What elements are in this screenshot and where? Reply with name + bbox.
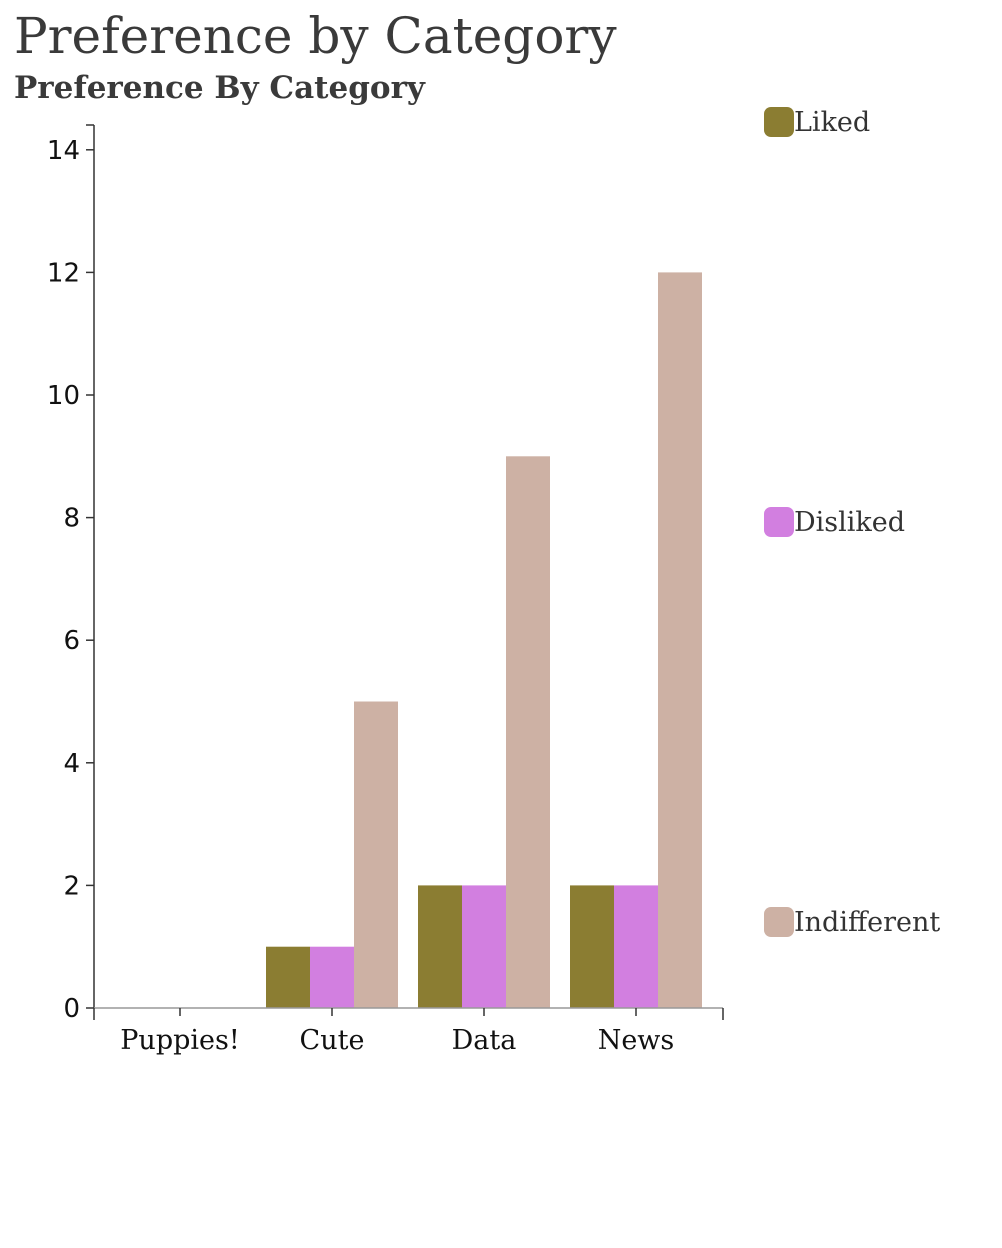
bar-indifferent-news (658, 272, 702, 1008)
y-tick-label: 0 (63, 994, 80, 1024)
y-tick-label: 12 (47, 258, 80, 288)
legend-swatch (764, 507, 794, 537)
legend-label: Disliked (794, 506, 906, 538)
legend-item-indifferent: Indifferent (764, 905, 940, 939)
y-tick-label: 8 (63, 504, 80, 534)
bar-indifferent-data (506, 456, 550, 1008)
chart-title: Preference by Category (14, 7, 617, 65)
legend-item-disliked: Disliked (764, 505, 905, 539)
bar-disliked-data (462, 885, 506, 1008)
y-tick-label: 6 (63, 626, 80, 656)
x-tick-label: Data (452, 1025, 517, 1056)
legend-label: Liked (794, 106, 871, 138)
y-tick-label: 4 (63, 749, 80, 779)
x-axis: Puppies! Cute Data News (93, 1007, 724, 1056)
y-tick-label: 2 (63, 871, 80, 901)
legend-swatch (764, 107, 794, 137)
y-axis: 0 2 4 6 8 10 12 14 (47, 124, 95, 1024)
bar-liked-cute (266, 946, 310, 1008)
x-tick-label: News (598, 1025, 675, 1056)
bar-liked-data (418, 885, 462, 1008)
x-tick-label: Cute (300, 1025, 365, 1056)
chart-subtitle: Preference By Category (14, 70, 425, 106)
legend-label: Indifferent (794, 906, 941, 938)
bar-disliked-cute (310, 946, 354, 1008)
bar-liked-news (570, 885, 614, 1008)
y-tick-label: 10 (47, 381, 80, 411)
bar-disliked-news (614, 885, 658, 1008)
legend-item-liked: Liked (764, 105, 870, 139)
y-tick-label: 14 (47, 136, 80, 166)
legend-swatch (764, 907, 794, 937)
bars-layer (266, 272, 702, 1008)
x-tick-label: Puppies! (120, 1025, 239, 1056)
bar-indifferent-cute (354, 701, 398, 1008)
